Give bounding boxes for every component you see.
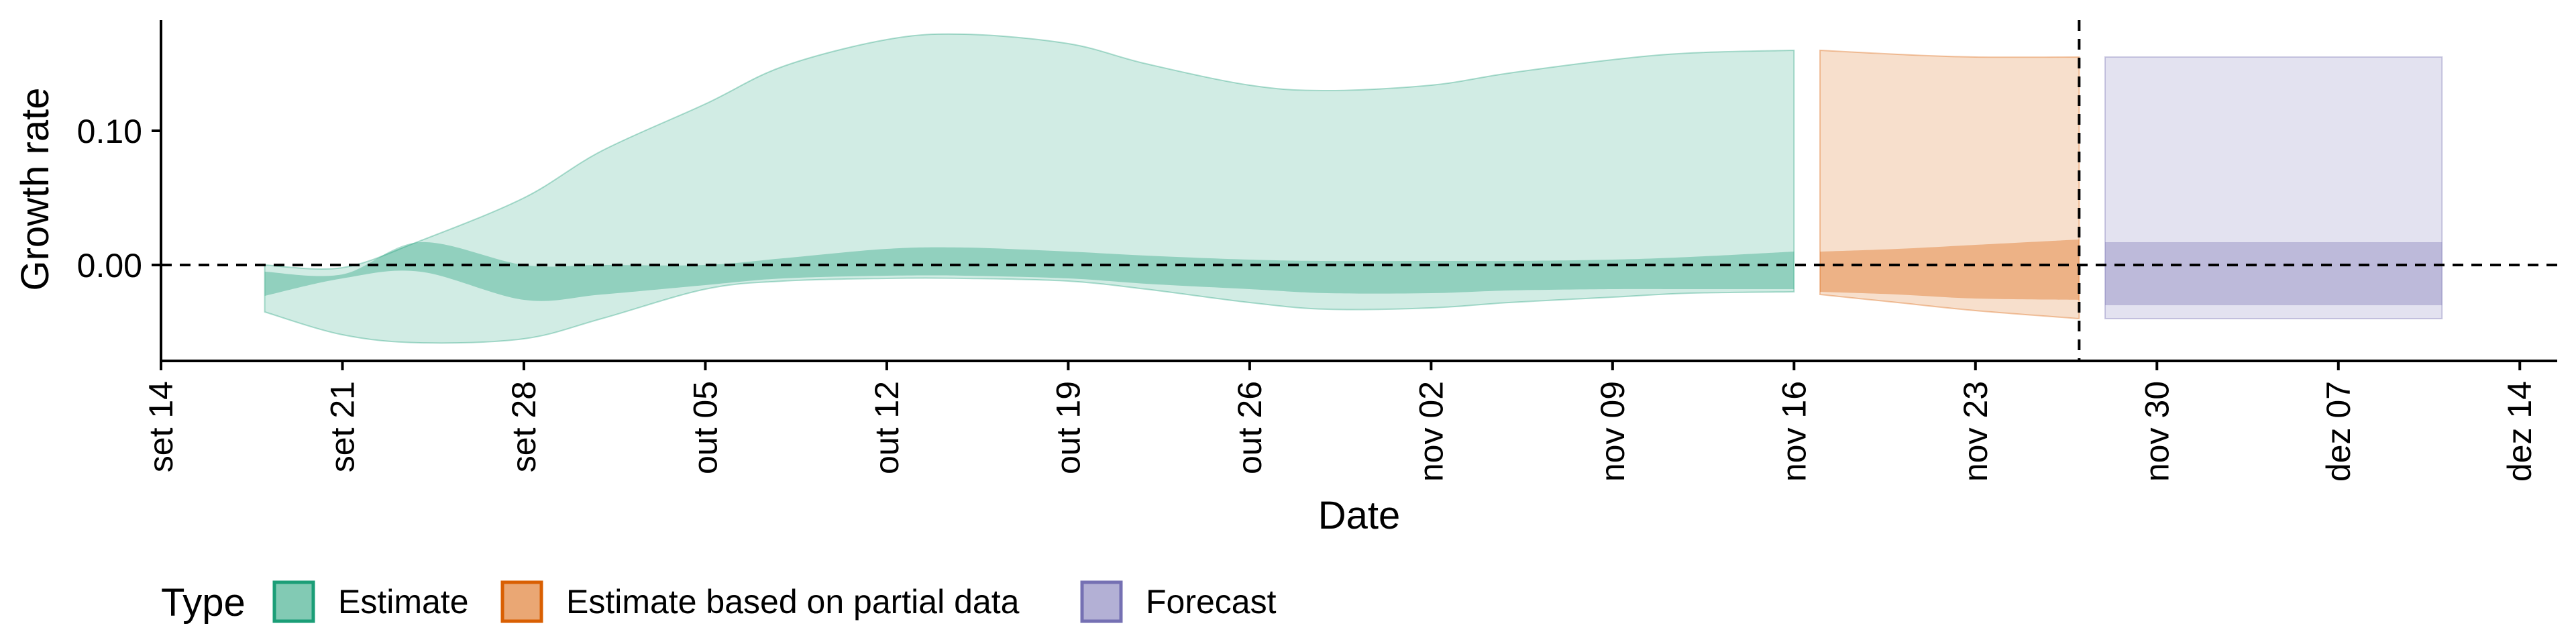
x-axis-title: Date [1318, 494, 1401, 537]
legend-key-swatch [1080, 580, 1123, 623]
legend-item-estimate-based-on-partial-data: Estimate based on partial data [500, 580, 1020, 623]
y-axis-title: Growth rate [13, 88, 57, 291]
forecast-band-90 [2104, 56, 2443, 319]
ribbon-layer [264, 33, 2443, 344]
estimate-based-on-partial-data-band-50 [1820, 239, 2080, 300]
legend-item-forecast: Forecast [1080, 580, 1277, 623]
estimate-based-on-partial-data-band-90 [1819, 49, 2080, 320]
legend-label: Forecast [1146, 583, 1277, 621]
x-tick-label: dez 07 [2320, 381, 2357, 482]
legend-title: Type [161, 581, 246, 625]
forecast-band-50 [2105, 242, 2443, 305]
x-tick-label: nov 16 [1775, 381, 1813, 482]
legend-key-swatch [272, 580, 315, 623]
x-tick-label: out 19 [1049, 381, 1087, 474]
legend-key-swatch [500, 580, 543, 623]
x-tick-label: out 26 [1231, 381, 1269, 474]
legend-label: Estimate based on partial data [566, 583, 1020, 621]
x-tick-label: set 28 [505, 381, 543, 472]
legend-label: Estimate [338, 583, 469, 621]
estimate-band-90 [264, 33, 1795, 344]
x-tick-label: out 12 [868, 381, 906, 474]
reference-lines [161, 20, 2557, 361]
x-tick-label: nov 02 [1412, 381, 1450, 482]
legend: Type Estimate Estimate based on partial d… [161, 580, 1277, 625]
y-tick-label: 0.00 [77, 247, 142, 284]
x-tick-label: out 05 [686, 381, 724, 474]
x-tick-label: nov 09 [1594, 381, 1631, 482]
x-tick-label: set 21 [323, 381, 361, 472]
x-tick-label: nov 30 [2138, 381, 2176, 482]
axes: 0.00 0.10 set 14 set 21 set 28 out 05 out 12 ou… [77, 20, 2557, 482]
estimate-band-50 [264, 241, 1794, 301]
legend-item-estimate: Estimate [272, 580, 469, 623]
x-tick-label: nov 23 [1957, 381, 1994, 482]
y-tick-label: 0.10 [77, 113, 142, 150]
x-tick-label: dez 14 [2501, 381, 2538, 482]
x-tick-label: set 14 [142, 381, 180, 472]
